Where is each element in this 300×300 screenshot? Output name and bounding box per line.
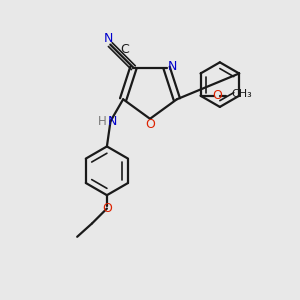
Text: N: N [104,32,113,45]
Text: O: O [145,118,155,130]
Text: CH₃: CH₃ [232,89,253,99]
Text: C: C [120,43,129,56]
Text: O: O [102,202,112,215]
Text: H: H [98,115,106,128]
Text: N: N [107,115,117,128]
Text: N: N [167,60,177,73]
Text: O: O [212,89,222,102]
